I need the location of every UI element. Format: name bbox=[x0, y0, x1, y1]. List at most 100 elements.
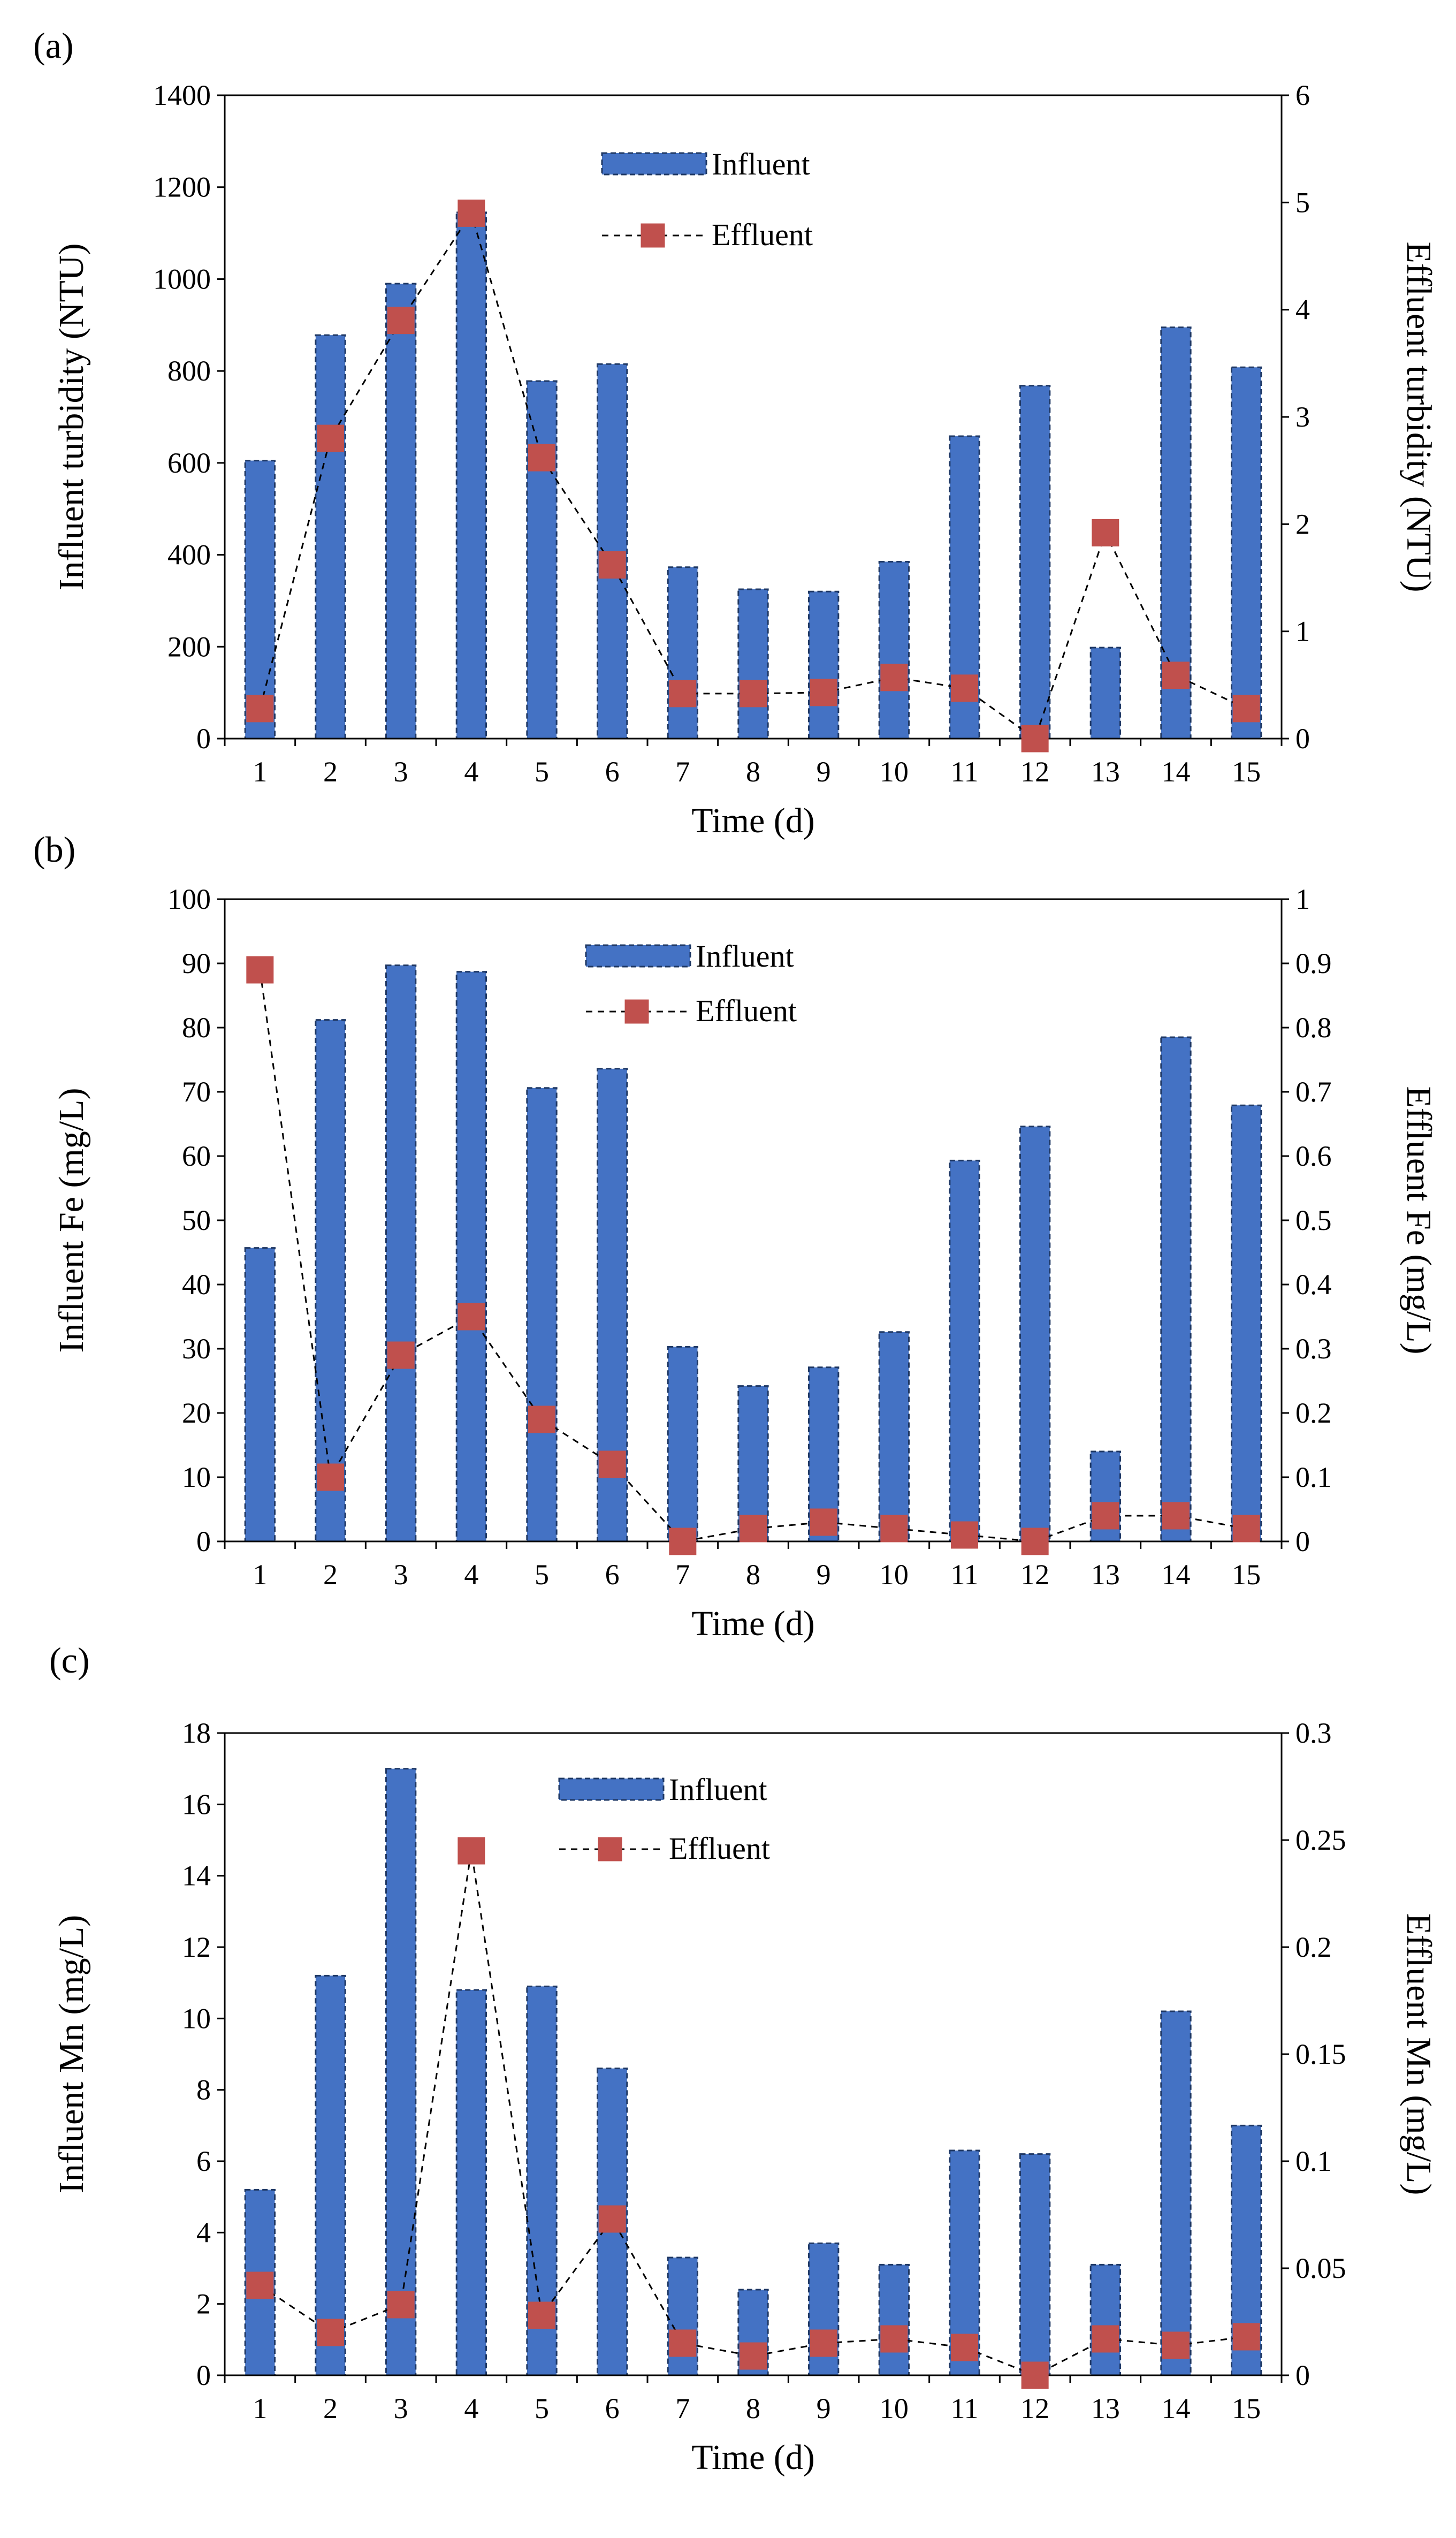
y-left-tick-label: 400 bbox=[167, 539, 211, 571]
effluent-marker bbox=[246, 695, 274, 723]
y-left-tick-label: 200 bbox=[167, 630, 211, 663]
legend: Influent Effluent bbox=[601, 147, 813, 252]
legend: Influent Effluent bbox=[558, 1772, 770, 1866]
y-right-tick-label: 0.1 bbox=[1295, 2145, 1332, 2177]
y-left-tick-label: 60 bbox=[182, 1140, 211, 1172]
effluent-marker bbox=[1232, 2323, 1260, 2351]
effluent-marker bbox=[740, 680, 767, 708]
y-left-tick-label: 0 bbox=[196, 1525, 211, 1557]
legend-swatch-influent bbox=[558, 1777, 665, 1801]
x-tick-label: 8 bbox=[746, 1559, 760, 1591]
y-right-tick-label: 0.25 bbox=[1295, 1824, 1346, 1856]
effluent-marker bbox=[598, 551, 626, 579]
y-left-axis-title: Influent turbidity (NTU) bbox=[52, 244, 91, 591]
legend-label-effluent: Effluent bbox=[712, 217, 813, 252]
y-left-tick-label: 2 bbox=[196, 2288, 211, 2320]
x-tick-label: 4 bbox=[464, 2392, 478, 2425]
y-right-tick-label: 6 bbox=[1295, 79, 1310, 111]
x-axis-title: Time (d) bbox=[691, 801, 814, 840]
influent-bar bbox=[737, 588, 769, 740]
y-left-tick-label: 1400 bbox=[153, 79, 211, 111]
y-left-tick-label: 1000 bbox=[153, 263, 211, 295]
y-right-tick-label: 0.2 bbox=[1295, 1397, 1332, 1429]
legend-swatch-influent bbox=[585, 944, 691, 968]
x-tick-label: 13 bbox=[1091, 2392, 1120, 2425]
y-left-tick-label: 16 bbox=[182, 1788, 211, 1820]
x-tick-label: 14 bbox=[1162, 756, 1191, 788]
x-tick-label: 5 bbox=[535, 756, 549, 788]
effluent-marker bbox=[458, 1303, 485, 1331]
effluent-marker bbox=[458, 1837, 485, 1865]
y-left-tick-label: 100 bbox=[167, 883, 211, 915]
x-tick-label: 3 bbox=[394, 1559, 408, 1591]
effluent-marker bbox=[1232, 695, 1260, 723]
x-tick-label: 13 bbox=[1091, 1559, 1120, 1591]
influent-bar bbox=[315, 1019, 346, 1542]
y-left-tick-label: 70 bbox=[182, 1076, 211, 1108]
influent-bar bbox=[1231, 1104, 1262, 1542]
influent-bar bbox=[455, 1989, 487, 2376]
x-tick-label: 7 bbox=[675, 756, 690, 788]
y-right-tick-label: 0.9 bbox=[1295, 947, 1332, 979]
effluent-marker bbox=[317, 1463, 344, 1491]
influent-bar bbox=[385, 283, 417, 740]
x-tick-label: 14 bbox=[1162, 2392, 1191, 2425]
y-left-axis-title: Influent Fe (mg/L) bbox=[52, 1088, 91, 1353]
effluent-marker bbox=[387, 307, 415, 335]
influent-bar bbox=[526, 1087, 558, 1542]
y-left-axis-title: Influent Mn (mg/L) bbox=[52, 1915, 91, 2194]
effluent-marker bbox=[528, 2301, 555, 2329]
y-right-axis-title: Effluent Mn (mg/L) bbox=[1399, 1913, 1438, 2195]
x-tick-label: 15 bbox=[1232, 2392, 1261, 2425]
effluent-marker bbox=[951, 2334, 978, 2361]
y-right-tick-label: 0.05 bbox=[1295, 2252, 1346, 2284]
x-tick-label: 5 bbox=[535, 2392, 549, 2425]
effluent-marker bbox=[1021, 2361, 1049, 2389]
effluent-marker bbox=[317, 424, 344, 452]
effluent-marker bbox=[669, 680, 697, 708]
legend-label-influent: Influent bbox=[712, 147, 810, 181]
x-tick-label: 10 bbox=[880, 756, 909, 788]
influent-bar bbox=[1160, 2010, 1192, 2376]
influent-bar bbox=[1160, 1036, 1192, 1542]
influent-bar bbox=[808, 590, 840, 740]
y-right-tick-label: 1 bbox=[1295, 883, 1310, 915]
effluent-marker bbox=[1021, 725, 1049, 753]
x-tick-label: 1 bbox=[253, 1559, 267, 1591]
effluent-marker bbox=[246, 2271, 274, 2299]
legend-swatch-effluent-marker bbox=[624, 999, 649, 1024]
x-tick-label: 3 bbox=[394, 2392, 408, 2425]
y-right-tick-label: 0.15 bbox=[1295, 2038, 1346, 2070]
y-left-tick-label: 40 bbox=[182, 1268, 211, 1301]
effluent-marker bbox=[1021, 1528, 1049, 1555]
influent-bar bbox=[244, 460, 276, 740]
x-tick-label: 15 bbox=[1232, 1559, 1261, 1591]
effluent-marker bbox=[246, 956, 274, 984]
influent-bar bbox=[315, 334, 346, 740]
effluent-marker bbox=[810, 1508, 837, 1536]
influent-bar bbox=[1019, 1126, 1051, 1542]
y-right-tick-label: 0.5 bbox=[1295, 1204, 1332, 1236]
influent-bar bbox=[667, 566, 698, 740]
x-tick-label: 7 bbox=[675, 1559, 690, 1591]
y-right-tick-label: 2 bbox=[1295, 508, 1310, 540]
y-left-tick-label: 20 bbox=[182, 1397, 211, 1429]
influent-bar bbox=[878, 2263, 910, 2376]
chart-panel-3: (c)02468101214161800.050.10.150.20.250.3… bbox=[49, 1640, 1438, 2477]
y-right-tick-label: 0.1 bbox=[1295, 1461, 1332, 1493]
panel-label: (a) bbox=[33, 25, 73, 66]
legend-label-influent: Influent bbox=[669, 1772, 767, 1807]
y-right-tick-label: 0 bbox=[1295, 723, 1310, 755]
x-tick-label: 4 bbox=[464, 756, 478, 788]
y-right-tick-label: 0.7 bbox=[1295, 1076, 1332, 1108]
effluent-marker bbox=[740, 1515, 767, 1542]
y-right-tick-label: 0.2 bbox=[1295, 1931, 1332, 1963]
y-left-tick-label: 50 bbox=[182, 1204, 211, 1236]
x-tick-label: 11 bbox=[951, 756, 979, 788]
x-tick-label: 12 bbox=[1020, 1559, 1049, 1591]
effluent-marker bbox=[880, 664, 908, 692]
influent-bar bbox=[1231, 366, 1262, 740]
y-right-tick-label: 3 bbox=[1295, 401, 1310, 433]
effluent-marker bbox=[1092, 519, 1119, 546]
